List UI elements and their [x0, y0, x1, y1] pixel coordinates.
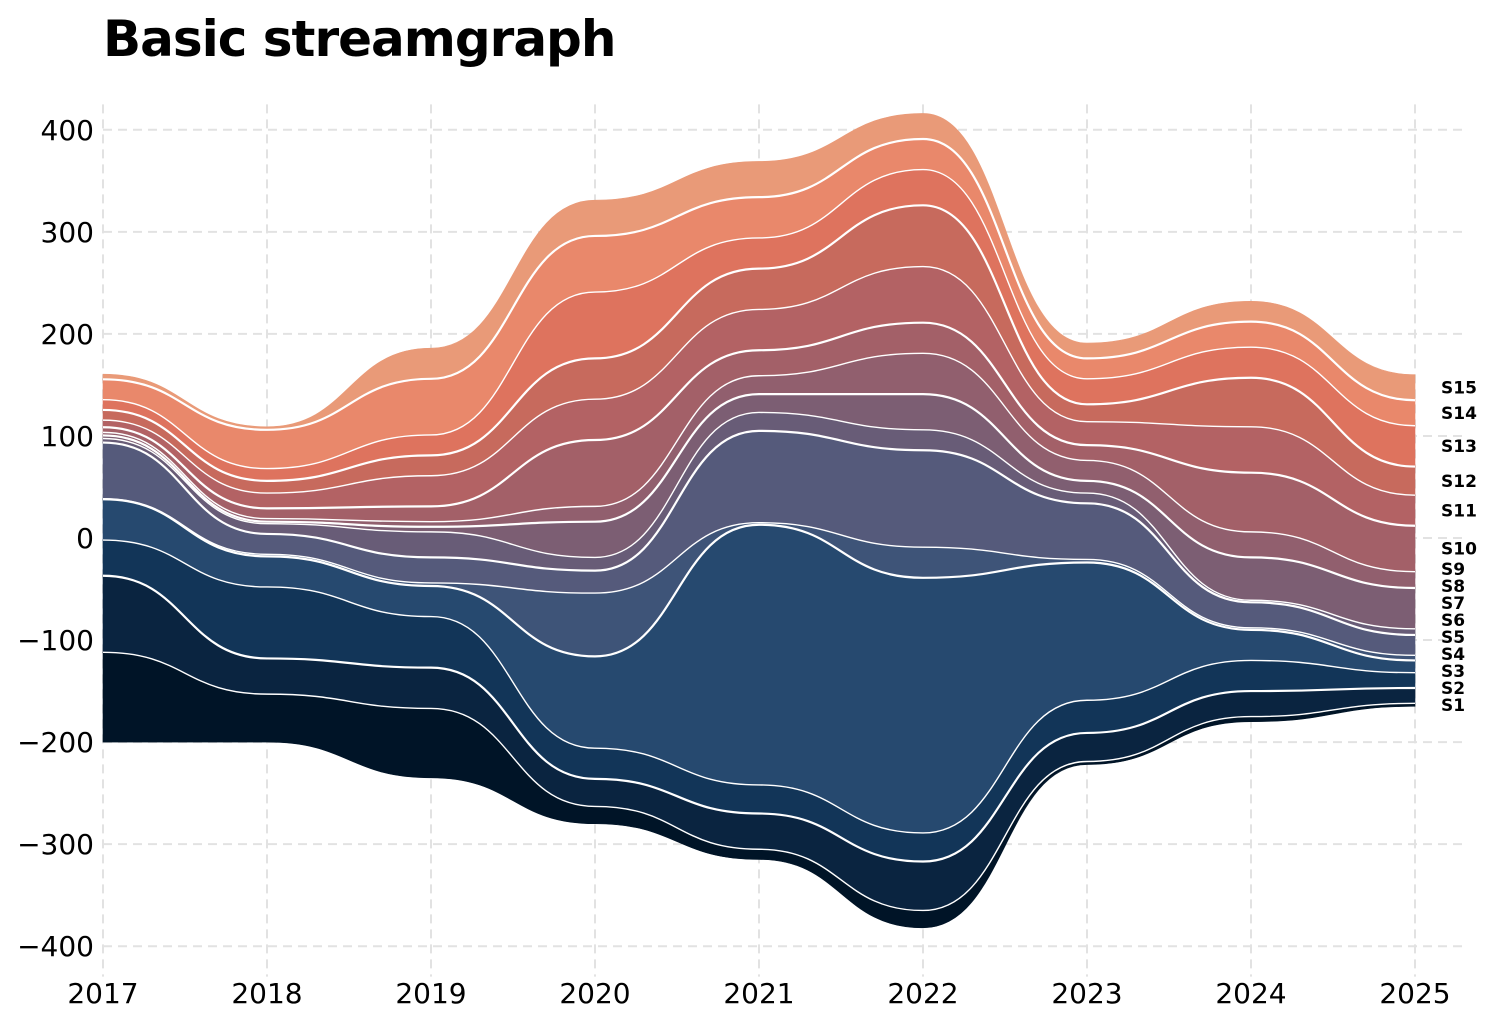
series-label-s6: S6 — [1441, 611, 1465, 631]
stream-boundary — [102, 168, 1416, 470]
y-tick-label: 300 — [41, 216, 94, 249]
x-tick-label: 2024 — [1215, 977, 1286, 1010]
x-tick-label: 2023 — [1051, 977, 1122, 1010]
x-tick-label: 2017 — [67, 977, 138, 1010]
y-tick-label: −200 — [17, 726, 94, 759]
x-axis-ticks: 2017 2018 2019 2020 2021 2022 2023 2024 2025 — [67, 977, 1450, 1010]
series-label-s15: S15 — [1441, 378, 1477, 398]
series-label-s14: S14 — [1441, 404, 1477, 424]
stream-boundary — [102, 137, 1416, 431]
y-tick-label: −400 — [17, 930, 94, 963]
series-label-s9: S9 — [1441, 560, 1465, 580]
stream-boundary — [102, 498, 1416, 657]
series-label-s12: S12 — [1441, 472, 1477, 492]
stream-boundary — [102, 574, 1416, 863]
x-tick-label: 2025 — [1379, 977, 1450, 1010]
y-tick-label: 0 — [76, 522, 94, 555]
chart-title: Basic streamgraph — [103, 10, 616, 68]
stream-boundary — [102, 498, 1416, 662]
stream-layers — [102, 113, 1416, 929]
y-tick-label: 400 — [41, 114, 94, 147]
y-tick-label: −300 — [17, 828, 94, 861]
x-tick-label: 2021 — [723, 977, 794, 1010]
stream-boundary — [102, 352, 1416, 573]
x-tick-label: 2020 — [559, 977, 630, 1010]
x-tick-label: 2022 — [887, 977, 958, 1010]
series-label-s4: S4 — [1441, 645, 1465, 665]
stream-boundary — [102, 265, 1416, 496]
stream-boundary — [102, 539, 1416, 834]
y-tick-label: 100 — [41, 420, 94, 453]
series-label-s3: S3 — [1441, 662, 1465, 682]
stream-boundary — [102, 411, 1416, 630]
y-tick-label: −100 — [17, 624, 94, 657]
series-label-s10: S10 — [1441, 540, 1477, 560]
x-tick-label: 2018 — [231, 977, 302, 1010]
series-label-s2: S2 — [1441, 679, 1465, 699]
series-label-s11: S11 — [1441, 501, 1477, 521]
stream-boundary — [102, 429, 1416, 637]
series-label-s5: S5 — [1441, 628, 1465, 648]
stream-boundary — [102, 204, 1416, 482]
x-tick-label: 2019 — [395, 977, 466, 1010]
y-axis-ticks: −400 −300 −200 −100 0 100 200 300 400 — [17, 114, 94, 963]
series-label-s1: S1 — [1441, 696, 1465, 716]
stream-boundary — [102, 651, 1416, 912]
y-tick-label: 200 — [41, 318, 94, 351]
series-label-s7: S7 — [1441, 594, 1465, 614]
series-label-s13: S13 — [1441, 437, 1477, 457]
series-label-s8: S8 — [1441, 577, 1465, 597]
stream-boundaries — [102, 137, 1416, 912]
stream-boundary — [102, 393, 1416, 590]
stream-boundary — [102, 321, 1416, 527]
